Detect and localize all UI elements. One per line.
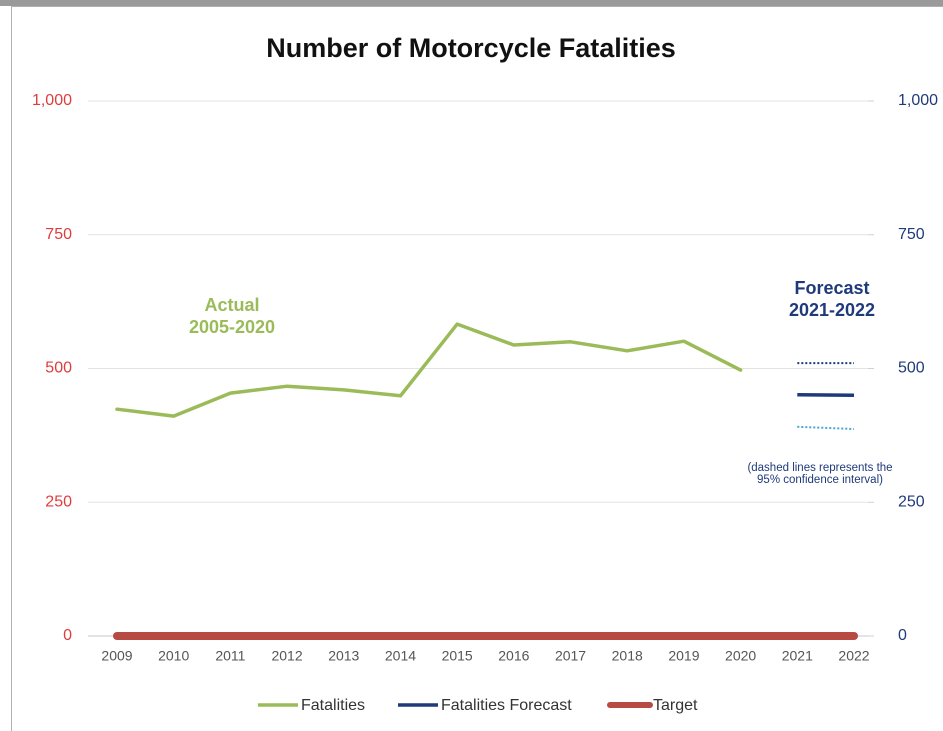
y-tick-label: 0: [63, 627, 72, 644]
y2-tick-label: 1,000: [898, 92, 938, 109]
x-tick-label: 2017: [555, 648, 586, 664]
y-tick-label: 250: [45, 493, 72, 510]
x-tick-label: 2021: [782, 648, 813, 664]
annotation: Forecast: [794, 278, 869, 298]
y-tick-label: 750: [45, 226, 72, 243]
x-tick-label: 2019: [668, 648, 699, 664]
x-tick-label: 2016: [498, 648, 529, 664]
annotation: (dashed lines represents the: [747, 462, 892, 474]
y-tick-label: 1,000: [32, 92, 72, 109]
y-tick-label: 500: [45, 360, 72, 377]
x-tick-label: 2020: [725, 648, 756, 664]
x-tick-label: 2009: [101, 648, 132, 664]
confidence-line: [797, 425, 855, 430]
annotation: 2005-2020: [189, 317, 275, 337]
legend-label: Fatalities: [301, 697, 365, 714]
legend-label: Fatalities Forecast: [441, 697, 572, 714]
x-tick-label: 2011: [215, 648, 245, 664]
x-tick-label: 2018: [612, 648, 643, 664]
y2-tick-label: 0: [898, 627, 907, 644]
x-tick-label: 2012: [271, 648, 302, 664]
annotation: 95% confidence interval): [757, 474, 883, 486]
y2-tick-label: 250: [898, 493, 925, 510]
x-tick-label: 2022: [838, 648, 869, 664]
annotation: Actual: [204, 295, 259, 315]
x-tick-label: 2015: [442, 648, 473, 664]
annotation: 2021-2022: [789, 300, 875, 320]
x-tick-label: 2010: [158, 648, 189, 664]
chart-title: Number of Motorcycle Fatalities: [266, 33, 676, 63]
series-line: [797, 392, 855, 398]
series-line: [115, 322, 743, 418]
y2-tick-label: 750: [898, 226, 925, 243]
x-tick-label: 2013: [328, 648, 359, 664]
window-edge: [0, 0, 943, 6]
y2-tick-label: 500: [898, 360, 925, 377]
x-tick-label: 2014: [385, 648, 416, 664]
legend-label: Target: [653, 697, 698, 714]
